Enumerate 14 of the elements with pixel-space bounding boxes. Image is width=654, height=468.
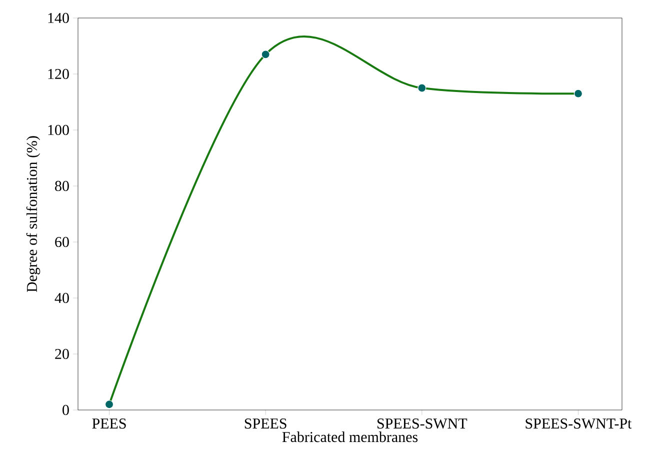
y-tick-label: 60 bbox=[55, 236, 69, 248]
y-axis-title: Degree of sulfonation (%) bbox=[26, 136, 40, 292]
x-tick-label: SPEES bbox=[244, 418, 286, 429]
y-tick-label: 0 bbox=[62, 404, 69, 416]
x-axis-title: Fabricated membranes bbox=[282, 432, 418, 442]
y-tick-label: 120 bbox=[48, 68, 69, 80]
y-tick-label: 140 bbox=[48, 12, 69, 24]
y-tick-label: 100 bbox=[48, 124, 69, 136]
y-tick-label: 80 bbox=[55, 180, 69, 192]
x-tick-label: SPEES-SWNT-Pt bbox=[526, 418, 632, 429]
y-tick-label: 20 bbox=[55, 348, 69, 360]
x-tick-label: PEES bbox=[92, 418, 126, 429]
y-tick-label: 40 bbox=[54, 292, 69, 304]
x-tick-label: SPEES-SWNT bbox=[377, 418, 468, 429]
